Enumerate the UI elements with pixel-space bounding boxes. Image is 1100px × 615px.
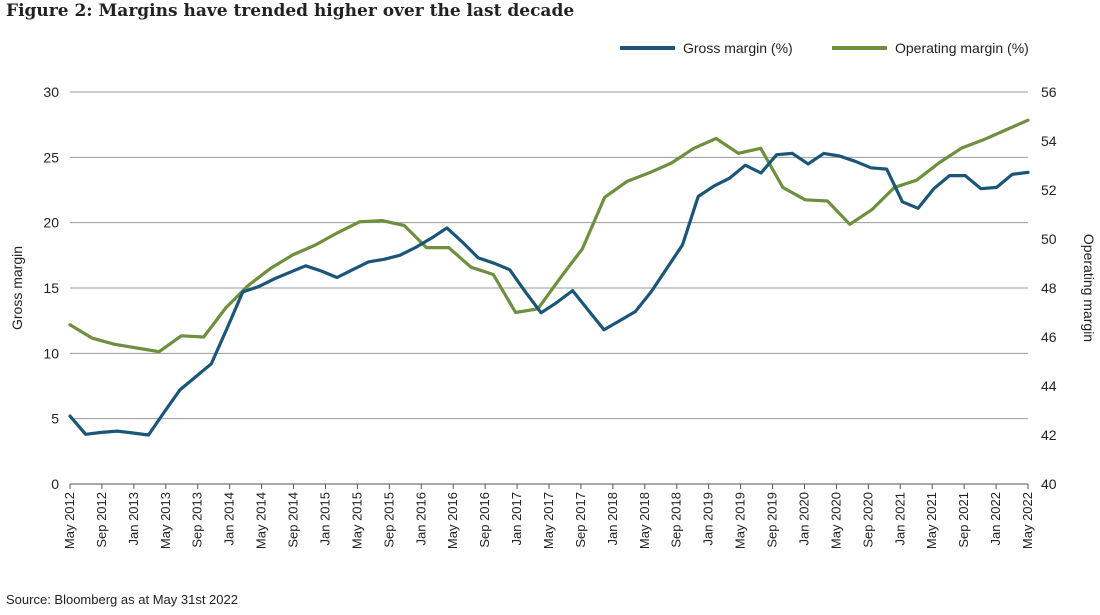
gridlines xyxy=(70,91,1028,420)
y-axis-label-right: Operating margin xyxy=(1081,234,1097,342)
x-tick-label: May 2015 xyxy=(349,492,364,549)
x-tick-label: Sep 2012 xyxy=(94,492,109,548)
x-tick-label: Jan 2017 xyxy=(509,492,524,546)
legend: Gross margin (%) Operating margin (%) xyxy=(620,40,1029,56)
right-tick-label: 56 xyxy=(1041,84,1057,100)
legend-item-gross-label: Gross margin (%) xyxy=(683,40,793,56)
gross-margin-line xyxy=(68,151,1030,437)
left-tick-label: 30 xyxy=(43,84,59,100)
left-tick-label: 20 xyxy=(43,215,59,231)
x-tick-label: Sep 2021 xyxy=(956,492,971,548)
x-tick-label: Sep 2014 xyxy=(286,492,301,548)
legend-item-operating-label: Operating margin (%) xyxy=(895,40,1029,56)
right-tick-label: 42 xyxy=(1041,427,1057,443)
right-tick-label: 52 xyxy=(1041,182,1057,198)
x-tick-label: May 2016 xyxy=(445,492,460,549)
left-tick-labels: 0 5 10 15 20 25 30 xyxy=(43,84,59,492)
left-tick-label: 5 xyxy=(51,411,59,427)
x-tick-label: Sep 2018 xyxy=(669,492,684,548)
x-tick-label: Sep 2016 xyxy=(477,492,492,548)
x-tick-label: May 2012 xyxy=(62,492,77,549)
operating-margin-line xyxy=(68,118,1030,354)
left-tick-label: 0 xyxy=(51,476,59,492)
right-tick-label: 54 xyxy=(1041,133,1057,149)
x-tick-labels: May 2012 Sep 2012 Jan 2013 May 2013 Sep 2013… xyxy=(62,484,1035,549)
x-tick-label: Sep 2020 xyxy=(860,492,875,548)
chart-title: Figure 2: Margins have trended higher ov… xyxy=(6,1,575,21)
x-tick-label: May 2013 xyxy=(158,492,173,549)
x-tick-label: Jan 2020 xyxy=(796,492,811,546)
x-tick-label: Jan 2019 xyxy=(701,492,716,546)
right-tick-label: 40 xyxy=(1041,476,1057,492)
x-tick-label: Jan 2013 xyxy=(126,492,141,546)
right-tick-label: 50 xyxy=(1041,231,1057,247)
x-tick-label: Jan 2016 xyxy=(413,492,428,546)
x-tick-label: May 2014 xyxy=(254,492,269,549)
source-note: Source: Bloomberg as at May 31st 2022 xyxy=(6,592,238,607)
x-tick-label: Jan 2018 xyxy=(605,492,620,546)
x-tick-label: May 2020 xyxy=(828,492,843,549)
right-tick-label: 48 xyxy=(1041,280,1057,296)
x-tick-label: Jan 2022 xyxy=(988,492,1003,546)
y-axis-label-left: Gross margin xyxy=(9,246,25,330)
x-tick-label: May 2022 xyxy=(1020,492,1035,549)
x-tick-label: Sep 2015 xyxy=(381,492,396,548)
right-tick-labels: 40 42 44 46 48 50 52 54 56 xyxy=(1041,84,1057,492)
left-tick-label: 10 xyxy=(43,345,59,361)
x-tick-label: May 2017 xyxy=(541,492,556,549)
x-tick-label: Sep 2017 xyxy=(573,492,588,548)
x-tick-label: Sep 2013 xyxy=(190,492,205,548)
x-tick-label: Jan 2014 xyxy=(222,492,237,546)
x-tick-label: Jan 2015 xyxy=(317,492,332,546)
x-tick-label: May 2019 xyxy=(733,492,748,549)
x-tick-label: Jan 2021 xyxy=(892,492,907,546)
x-tick-label: Sep 2019 xyxy=(765,492,780,548)
x-tick-label: May 2021 xyxy=(924,492,939,549)
right-tick-label: 44 xyxy=(1041,378,1057,394)
left-tick-label: 25 xyxy=(43,149,59,165)
x-tick-label: May 2018 xyxy=(637,492,652,549)
left-tick-label: 15 xyxy=(43,280,59,296)
series-lines xyxy=(68,118,1030,437)
right-tick-label: 46 xyxy=(1041,329,1057,345)
